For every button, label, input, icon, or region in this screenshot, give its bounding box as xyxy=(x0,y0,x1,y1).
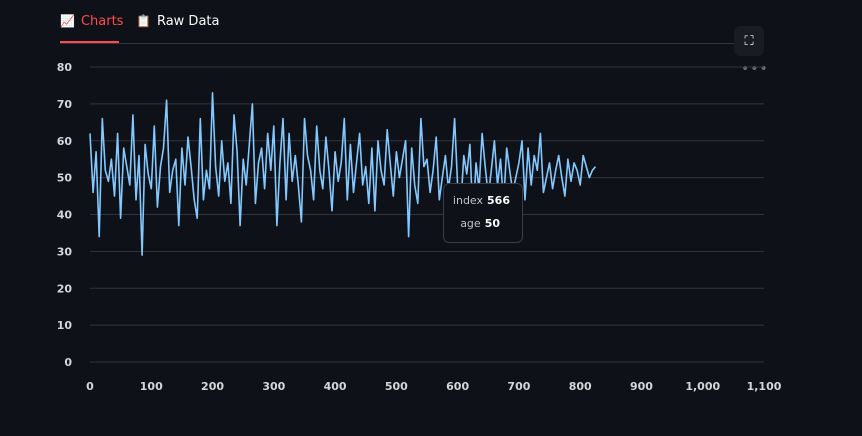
y-tick-label: 20 xyxy=(57,282,73,295)
x-tick-label: 1,100 xyxy=(747,380,782,393)
x-tick-label: 200 xyxy=(201,380,224,393)
x-tick-label: 700 xyxy=(507,380,530,393)
x-tick-label: 400 xyxy=(324,380,347,393)
y-tick-label: 80 xyxy=(57,61,73,74)
x-tick-label: 100 xyxy=(140,380,163,393)
chart-tooltip: index 566 age 50 xyxy=(443,183,523,243)
y-axis-ticks: 0 10 20 30 40 50 60 70 80 xyxy=(57,61,73,369)
clipboard-icon: 📋 xyxy=(136,14,151,28)
tooltip-index-value: 566 xyxy=(487,194,510,207)
tooltip-age-label: age xyxy=(460,217,481,230)
tooltip-age-row: age 50 xyxy=(434,217,500,230)
tab-bar: 📈 Charts 📋 Raw Data xyxy=(60,0,764,44)
x-tick-label: 500 xyxy=(385,380,408,393)
series-line[interactable] xyxy=(89,92,597,256)
tooltip-index-label: index xyxy=(452,194,484,207)
active-tab-indicator xyxy=(60,41,119,43)
tab-raw-data[interactable]: 📋 Raw Data xyxy=(136,12,219,43)
x-tick-label: 1,000 xyxy=(685,380,720,393)
x-axis-ticks: 0 100 200 300 400 500 600 700 800 900 1,000 1,100 xyxy=(86,380,782,393)
chart-grid xyxy=(90,66,764,363)
y-tick-label: 30 xyxy=(57,245,73,258)
x-tick-label: 800 xyxy=(569,380,592,393)
y-tick-label: 10 xyxy=(57,319,73,332)
tab-charts[interactable]: 📈 Charts xyxy=(60,12,123,43)
tooltip-age-value: 50 xyxy=(484,217,500,230)
x-tick-label: 0 xyxy=(86,380,94,393)
tab-raw-data-label: Raw Data xyxy=(156,14,220,29)
y-tick-label: 70 xyxy=(57,98,73,111)
y-tick-label: 60 xyxy=(57,135,73,148)
y-tick-label: 50 xyxy=(57,172,73,185)
tooltip-index-row: index 566 xyxy=(444,194,510,207)
tab-charts-label: Charts xyxy=(80,14,124,29)
fullscreen-button[interactable]: ⛶ xyxy=(734,26,764,56)
y-tick-label: 40 xyxy=(57,209,73,222)
chart-increasing-icon: 📈 xyxy=(60,14,75,28)
x-tick-label: 600 xyxy=(446,380,469,393)
x-tick-label: 900 xyxy=(630,380,653,393)
fullscreen-icon: ⛶ xyxy=(744,33,754,49)
y-tick-label: 0 xyxy=(64,356,72,369)
x-tick-label: 300 xyxy=(262,380,285,393)
